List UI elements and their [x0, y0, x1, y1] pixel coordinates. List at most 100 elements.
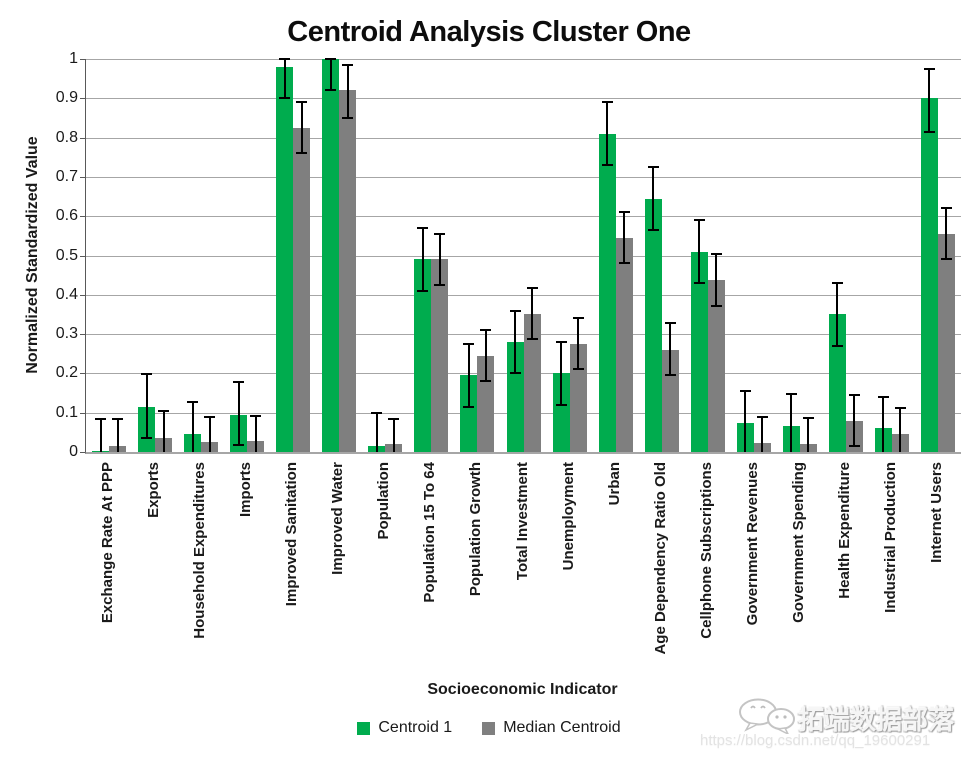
error-bar-cap [463, 405, 475, 408]
bar-centroid-1 [276, 66, 294, 452]
y-tick-label: 0.8 [55, 128, 78, 146]
error-bar-cap [95, 417, 107, 420]
error-bar [99, 418, 102, 452]
error-bar [744, 391, 747, 452]
category-label: Population 15 To 64 [421, 462, 439, 603]
error-bar [438, 233, 441, 285]
bar-centroid-1 [920, 98, 938, 452]
error-bar [807, 417, 810, 452]
bar-median-centroid [707, 280, 725, 452]
error-bar-cap [371, 411, 383, 414]
error-bar [531, 287, 533, 339]
error-bar-cap [785, 393, 797, 396]
error-bar [698, 220, 701, 283]
wechat-icon [739, 698, 795, 734]
error-bar [237, 382, 240, 445]
error-bar-cap [618, 211, 630, 214]
error-bar [254, 415, 257, 452]
legend-label: Centroid 1 [378, 719, 453, 736]
error-bar-cap [388, 417, 400, 420]
error-bar-cap [618, 262, 630, 265]
y-tick-label: 1 [69, 50, 78, 67]
y-tick-mark [80, 137, 85, 139]
error-bar [116, 418, 119, 452]
error-bar [514, 310, 516, 374]
plot-area [85, 58, 961, 454]
gridline [86, 59, 961, 60]
category-label: Industrial Production [881, 462, 899, 613]
bar-centroid-1 [828, 314, 846, 452]
bar-centroid-1 [598, 133, 616, 452]
error-bar-cap [279, 58, 291, 60]
error-bar [375, 412, 378, 452]
error-bar-cap [509, 372, 521, 375]
error-bar-cap [526, 286, 538, 289]
y-tick-label: 0.3 [55, 325, 78, 343]
error-bar-cap [848, 394, 860, 396]
error-bar-cap [158, 409, 170, 412]
error-bar-cap [664, 373, 676, 376]
gridline [86, 137, 961, 139]
error-bar [715, 254, 718, 306]
legend-swatch [357, 721, 371, 735]
bar-median-centroid [569, 343, 587, 452]
y-tick-label: 0.4 [55, 285, 78, 303]
bar-centroid-1 [552, 373, 570, 452]
bar-centroid-1 [644, 198, 662, 452]
category-label: Government Spending [789, 462, 807, 623]
error-bar-cap [572, 317, 584, 320]
y-tick-mark [80, 373, 85, 375]
error-bar-cap [342, 63, 354, 66]
error-bar-cap [250, 414, 262, 417]
watermark-url: https://blog.csdn.net/qq_19600291 [700, 732, 931, 749]
category-label: Internet Users [927, 462, 945, 563]
error-bar-cap [693, 219, 705, 222]
error-bar-cap [693, 282, 705, 284]
y-tick-label: 0.5 [55, 246, 78, 264]
legend-label: Median Centroid [503, 719, 621, 736]
y-tick-mark [80, 176, 85, 178]
category-label: Urban [605, 462, 623, 506]
error-bar [300, 102, 303, 154]
gridline [86, 216, 961, 218]
error-bar [162, 410, 165, 452]
y-tick-mark [80, 59, 85, 60]
bar-centroid-1 [506, 341, 524, 452]
error-bar-cap [187, 401, 199, 404]
watermark-brand: 拓端数据部落 [798, 705, 955, 735]
error-bar-cap [325, 58, 337, 60]
bar-median-centroid [431, 259, 449, 452]
x-axis-title: Socioeconomic Indicator [427, 681, 618, 698]
category-label: Improved Sanitation [283, 462, 301, 607]
category-label: Age Dependency Ratio Old [651, 462, 669, 655]
bar-median-centroid [615, 237, 633, 452]
error-bar [346, 64, 349, 118]
error-bar-cap [647, 228, 659, 231]
error-bar [283, 59, 286, 99]
category-label: Cellphone Subscriptions [697, 462, 715, 639]
error-bar-cap [555, 403, 567, 406]
error-bar [928, 68, 931, 132]
error-bar [669, 323, 672, 375]
error-bar [484, 330, 487, 382]
error-bar-cap [601, 164, 613, 167]
error-bar-cap [325, 89, 337, 92]
chart-title: Centroid Analysis Cluster One [287, 16, 691, 48]
category-label: Government Revenues [743, 462, 761, 626]
error-bar [392, 418, 395, 452]
category-label: Unemployment [559, 462, 577, 571]
error-bar [836, 283, 839, 346]
error-bar [623, 212, 626, 264]
error-bar-cap [831, 344, 843, 347]
error-bar-cap [802, 416, 814, 419]
error-bar-cap [342, 116, 354, 119]
error-bar [899, 407, 902, 452]
error-bar [945, 208, 948, 260]
error-bar [145, 374, 148, 439]
error-bar-cap [923, 67, 935, 70]
bar-median-centroid [339, 90, 357, 452]
category-label: Imports [237, 462, 255, 518]
error-bar [467, 343, 470, 407]
error-bar-cap [233, 443, 245, 446]
legend-item-median-centroid: Median Centroid [482, 719, 621, 737]
